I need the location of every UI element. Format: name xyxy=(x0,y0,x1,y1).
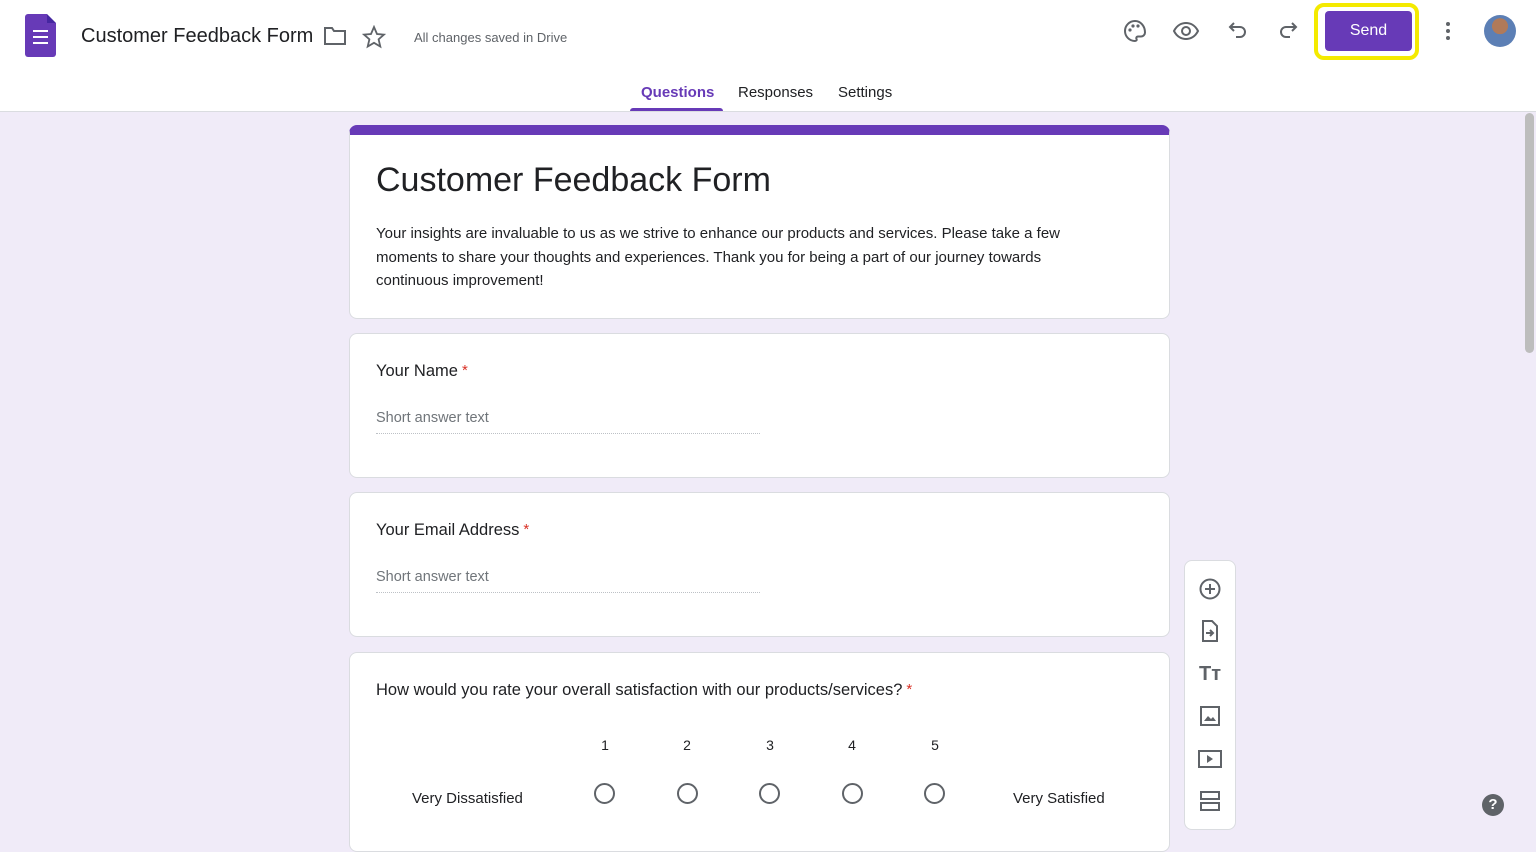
scale-radio-2[interactable] xyxy=(677,783,698,804)
undo-icon[interactable] xyxy=(1226,18,1250,42)
form-description[interactable]: Your insights are invaluable to us as we… xyxy=(376,225,1061,289)
save-status: All changes saved in Drive xyxy=(414,30,568,45)
question-card-name[interactable]: Your Name * Short answer text xyxy=(349,333,1170,478)
forms-logo-icon[interactable] xyxy=(25,14,56,57)
help-icon[interactable]: ? xyxy=(1482,794,1504,816)
star-icon[interactable] xyxy=(362,25,386,49)
question-title: Your Email Address * xyxy=(376,521,529,540)
scale-number: 5 xyxy=(931,737,939,753)
scale-number: 2 xyxy=(683,737,691,753)
more-vert-icon[interactable] xyxy=(1440,20,1456,42)
scrollbar[interactable] xyxy=(1525,113,1534,353)
scale-radio-5[interactable] xyxy=(924,783,945,804)
question-text: How would you rate your overall satisfac… xyxy=(376,681,903,699)
short-answer-placeholder: Short answer text xyxy=(376,410,760,434)
question-text: Your Email Address xyxy=(376,521,520,539)
scale-radio-4[interactable] xyxy=(842,783,863,804)
question-text: Your Name xyxy=(376,362,458,380)
tab-questions[interactable]: Questions xyxy=(641,84,715,101)
floating-toolbar: Tт xyxy=(1184,560,1236,830)
palette-icon[interactable] xyxy=(1122,18,1148,44)
scale-high-label: Very Satisfied xyxy=(1013,790,1105,807)
scale-number: 1 xyxy=(601,737,609,753)
avatar[interactable] xyxy=(1484,15,1516,47)
question-title: Your Name * xyxy=(376,362,468,381)
add-image-icon[interactable] xyxy=(1185,696,1235,736)
required-asterisk: * xyxy=(523,521,530,538)
app-header: Customer Feedback Form All changes saved… xyxy=(0,0,1536,112)
add-question-icon[interactable] xyxy=(1185,569,1235,609)
add-video-icon[interactable] xyxy=(1185,739,1235,779)
scale-radio-3[interactable] xyxy=(759,783,780,804)
send-button[interactable]: Send xyxy=(1325,11,1412,51)
folder-icon[interactable] xyxy=(323,25,347,47)
question-card-satisfaction[interactable]: How would you rate your overall satisfac… xyxy=(349,652,1170,852)
question-title: How would you rate your overall satisfac… xyxy=(376,681,912,700)
send-highlight xyxy=(1314,3,1419,60)
add-section-icon[interactable] xyxy=(1185,781,1235,821)
short-answer-placeholder: Short answer text xyxy=(376,569,760,593)
document-title[interactable]: Customer Feedback Form xyxy=(81,25,314,47)
question-card-email[interactable]: Your Email Address * Short answer text xyxy=(349,492,1170,637)
preview-eye-icon[interactable] xyxy=(1172,18,1200,44)
active-tab-indicator xyxy=(630,108,723,111)
required-asterisk: * xyxy=(461,362,468,379)
scale-number: 3 xyxy=(766,737,774,753)
tab-settings[interactable]: Settings xyxy=(838,84,893,101)
scale-radio-1[interactable] xyxy=(594,783,615,804)
form-title[interactable]: Customer Feedback Form xyxy=(376,161,771,199)
required-asterisk: * xyxy=(906,681,913,698)
add-title-icon[interactable]: Tт xyxy=(1198,662,1221,685)
scale-number: 4 xyxy=(848,737,856,753)
form-header-card[interactable]: Customer Feedback Form Your insights are… xyxy=(349,125,1170,319)
scale-low-label: Very Dissatisfied xyxy=(412,790,523,807)
redo-icon[interactable] xyxy=(1276,18,1300,42)
tab-responses[interactable]: Responses xyxy=(738,84,814,101)
import-questions-icon[interactable] xyxy=(1185,611,1235,651)
